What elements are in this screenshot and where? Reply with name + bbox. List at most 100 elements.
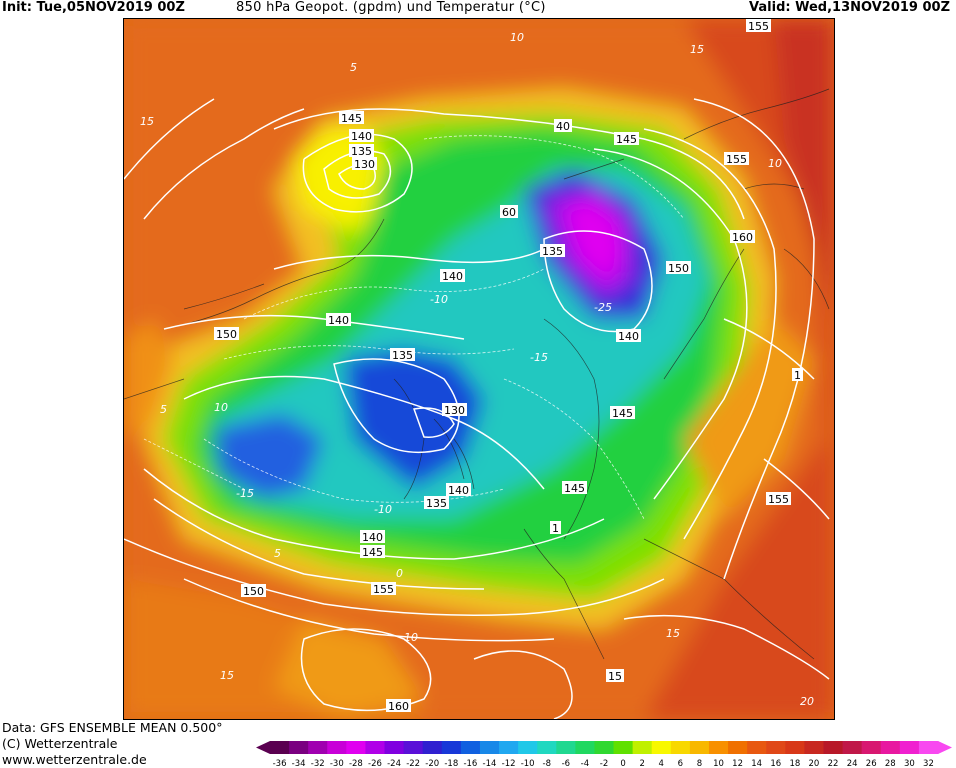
temperature-label-tm25-e: -25 <box>594 301 612 314</box>
geopotential-label-z140-s: 140 <box>446 483 471 497</box>
colorbar-swatch <box>308 741 328 754</box>
geopotential-label-text: 145 <box>612 407 633 420</box>
geopotential-label-box <box>554 119 572 132</box>
colorbar-tick-label: -18 <box>444 759 458 768</box>
geopotential-label-box <box>666 261 691 274</box>
geopotential-label-text: 60 <box>502 206 516 219</box>
geopotential-label-text: 130 <box>444 404 465 417</box>
geopotential-label-text: 135 <box>426 497 447 510</box>
colorbar-tick-label: 4 <box>659 759 664 768</box>
geopotential-label-text: 135 <box>542 245 563 258</box>
geopotential-label-box <box>386 699 411 712</box>
geopotential-label-z60-n: 60 <box>500 205 518 219</box>
colorbar-swatch <box>899 741 920 754</box>
geopotential-label-box <box>766 492 791 505</box>
geopotential-label-box <box>550 521 561 534</box>
colorbar-swatch <box>651 741 672 754</box>
geopotential-label-text: 40 <box>556 120 570 133</box>
colorbar-tick-label: 20 <box>809 759 820 768</box>
colorbar-tick-label: -28 <box>349 759 363 768</box>
geopotential-label-z140-e: 140 <box>616 329 641 343</box>
geopotential-label-box <box>610 406 635 419</box>
temperature-label-t15-nw: 15 <box>140 115 154 128</box>
geopotential-label-box <box>442 403 467 416</box>
geopotential-label-box <box>540 244 565 257</box>
geopotential-label-z140-nw: 140 <box>349 129 374 143</box>
geopotential-label-box <box>360 530 385 543</box>
colorbar-swatch <box>365 741 386 754</box>
colorbar-tick-label: 8 <box>697 759 702 768</box>
colorbar-swatch <box>479 741 500 754</box>
colorbar-tick-label: 0 <box>620 759 625 768</box>
temperature-label-tm15-w: -15 <box>236 487 254 500</box>
geopotential-label-box <box>562 481 587 494</box>
copyright: (C) Wetterzentrale <box>2 736 118 751</box>
colorbar-tick-label: 26 <box>866 759 877 768</box>
website-link[interactable]: www.wetterzentrale.de <box>2 752 147 767</box>
colorbar-tick-label: 10 <box>713 759 724 768</box>
weather-map: 145 140 135 130 145 155 160 140 135 150 140 150 140 1… <box>123 18 835 720</box>
geopotential-label-box <box>606 669 624 682</box>
temperature-isotherms <box>143 135 685 520</box>
geopotential-label-text: 145 <box>616 133 637 146</box>
geopotential-label-box <box>339 111 364 124</box>
geopotential-label-box <box>730 230 755 243</box>
colorbar-tick-label: -6 <box>562 759 570 768</box>
temperature-label-t5-n: 5 <box>350 61 357 74</box>
map-canvas: 1451401351301451551601401351501401501401… <box>124 19 834 719</box>
colorbar-swatch <box>804 741 824 754</box>
map-title: 850 hPa Geopot. (gpdm) und Temperatur (°… <box>236 0 546 15</box>
geopotential-label-text: 150 <box>668 262 689 275</box>
colorbar-swatch <box>556 741 576 754</box>
geopotential-label-text: 155 <box>726 153 747 166</box>
geopotential-label-text: 140 <box>328 314 349 327</box>
geopotential-label-box <box>349 129 374 142</box>
geopotential-label-z145-nw: 145 <box>339 111 364 125</box>
colorbar-tick-label: -16 <box>463 759 477 768</box>
colorbar-swatch <box>537 741 557 754</box>
temperature-label-t5-sw: 5 <box>274 547 281 560</box>
temperature-field <box>124 19 834 719</box>
temperature-label-t10-s: 10 <box>404 631 418 644</box>
geopotential-label-z135-n: 135 <box>540 244 565 258</box>
colorbar-swatch <box>823 741 844 754</box>
geopotential-label-text: 155 <box>768 493 789 506</box>
geopotential-label-z150-sw: 150 <box>241 584 266 598</box>
colorbar-tick-label: -10 <box>521 759 535 768</box>
geopotential-label-text: 140 <box>351 130 372 143</box>
colorbar-tick-label: -32 <box>311 759 325 768</box>
geopotential-label-box <box>360 545 385 558</box>
colorbar-tick-label: -14 <box>483 759 497 768</box>
colorbar-swatch <box>747 741 767 754</box>
geopotential-label-z150-w: 150 <box>214 327 239 341</box>
colorbar-swatch <box>613 741 634 754</box>
temperature-label-tm10-c: -10 <box>430 293 448 306</box>
geopotential-label-z145-e2: 145 <box>610 406 635 420</box>
colorbar-swatch <box>518 741 538 754</box>
geopotential-label-z15-se: 15 <box>606 669 624 683</box>
colorbar-swatch <box>708 741 729 754</box>
geopotential-label-box <box>390 348 415 361</box>
colorbar-tick-label: 14 <box>751 759 762 768</box>
temperature-label-t20-se: 20 <box>800 695 814 708</box>
geopotential-label-z155-e: 155 <box>766 492 791 506</box>
temperature-label-t15-se: 15 <box>666 627 680 640</box>
colorbar-tick-label: -24 <box>387 759 401 768</box>
geopotential-label-z160-ne: 160 <box>730 230 755 244</box>
colorbar-swatch <box>460 741 481 754</box>
geopotential-label-z135-nw: 135 <box>349 144 374 158</box>
geopotential-label-text: 15 <box>608 670 622 683</box>
geopotential-label-z140-w: 140 <box>326 313 351 327</box>
geopotential-label-box <box>792 368 803 381</box>
map-footer: Data: GFS ENSEMBLE MEAN 0.500° (C) Wette… <box>0 720 956 768</box>
geopotential-label-z135-s: 135 <box>424 496 449 510</box>
geopotential-label-text: 145 <box>362 546 383 559</box>
geopotential-label-box <box>371 582 396 595</box>
colorbar-tick-label: -26 <box>368 759 382 768</box>
geopotential-label-box <box>500 205 518 218</box>
colorbar-tick-label: -8 <box>543 759 551 768</box>
geopotential-label-text: 150 <box>216 328 237 341</box>
colorbar-tick-label: -36 <box>273 759 287 768</box>
colorbar-swatch <box>918 741 939 754</box>
colorbar-swatch <box>575 741 595 754</box>
